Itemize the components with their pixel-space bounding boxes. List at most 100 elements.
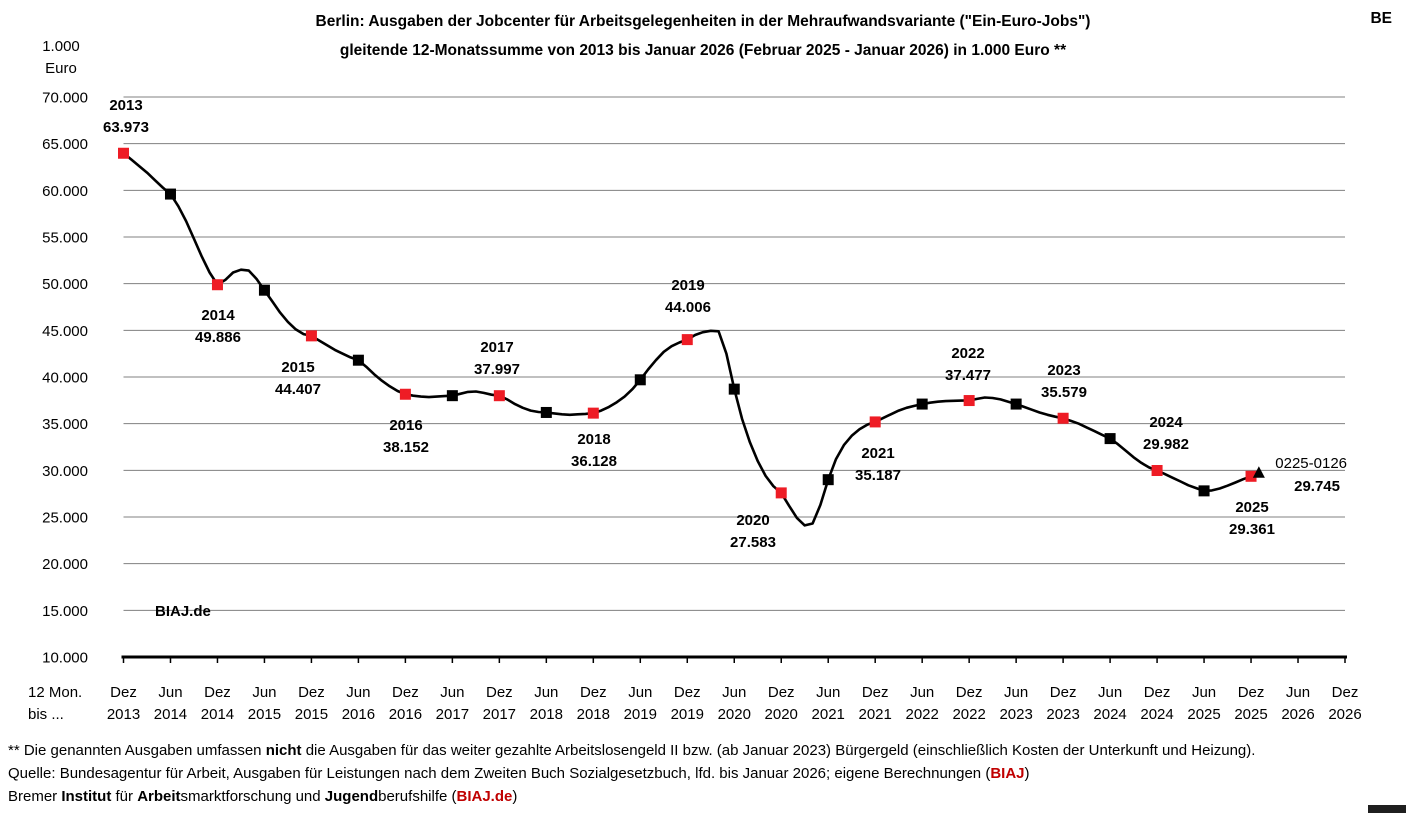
x-axis-tick-month: Dez — [1144, 684, 1171, 701]
x-axis-tick-month: Dez — [486, 684, 513, 701]
marker-december-square — [1057, 412, 1069, 424]
x-axis-tick-year: 2018 — [577, 706, 610, 723]
x-axis-tick-month: Jun — [816, 684, 840, 701]
point-label-value: 63.973 — [103, 119, 149, 136]
point-label-year: 2017 — [480, 339, 513, 356]
x-axis-tick-year: 2017 — [436, 706, 469, 723]
y-axis-tick-label: 20.000 — [42, 556, 88, 573]
chart-title-line1: Berlin: Ausgaben der Jobcenter für Arbei… — [315, 13, 1091, 30]
x-axis-caption-line2: bis ... — [28, 706, 64, 723]
marker-june-square — [916, 398, 928, 410]
x-axis-tick-month: Jun — [158, 684, 182, 701]
point-label-value: 38.152 — [383, 439, 429, 456]
x-axis-tick-year: 2021 — [812, 706, 845, 723]
x-axis-tick-year: 2016 — [389, 706, 422, 723]
x-axis-tick-month: Dez — [674, 684, 701, 701]
x-axis-tick-month: Jun — [534, 684, 558, 701]
x-axis-tick-year: 2026 — [1281, 706, 1314, 723]
footnote-segment: ) — [1024, 765, 1030, 782]
x-axis-tick-year: 2015 — [295, 706, 328, 723]
x-axis-tick-year: 2025 — [1234, 706, 1267, 723]
y-axis-tick-label: 30.000 — [42, 463, 88, 480]
marker-december-square — [211, 279, 223, 291]
footnote-segment: die Ausgaben für das weiter gezahlte Arb… — [301, 742, 1256, 759]
point-label-value: 29.745 — [1294, 478, 1340, 495]
point-label-value: 37.997 — [474, 361, 520, 378]
footnote-segment: Jugend — [324, 788, 379, 805]
footnote-segment: ) — [512, 788, 518, 805]
x-axis-tick-month: Jun — [628, 684, 652, 701]
x-axis-tick-month: Dez — [1238, 684, 1265, 701]
x-axis-tick-month: Jun — [1286, 684, 1310, 701]
point-label-year: 2024 — [1149, 414, 1183, 431]
footnote-segment: BIAJ — [990, 765, 1025, 782]
footnote-segment: BIAJ.de — [456, 788, 513, 805]
x-axis-tick-year: 2026 — [1328, 706, 1361, 723]
point-label-year: 2023 — [1047, 362, 1080, 379]
y-axis-unit-line2: Euro — [45, 60, 77, 77]
marker-december-square — [1245, 470, 1257, 482]
x-axis-tick-month: Jun — [910, 684, 934, 701]
marker-december-square — [305, 330, 317, 342]
x-axis-tick-year: 2025 — [1187, 706, 1220, 723]
x-axis-tick-month: Jun — [346, 684, 370, 701]
y-axis-tick-label: 45.000 — [42, 323, 88, 340]
marker-december-square — [118, 147, 129, 159]
x-axis-caption-line1: 12 Mon. — [28, 684, 82, 701]
marker-june-square — [1198, 485, 1210, 497]
footnote-segment: Bremer — [8, 788, 62, 805]
y-axis-tick-label: 35.000 — [42, 416, 88, 433]
point-label-value: 35.187 — [855, 467, 901, 484]
y-axis-tick-label: 10.000 — [42, 650, 88, 667]
marker-june-square — [258, 284, 270, 296]
x-axis-tick-year: 2024 — [1093, 706, 1126, 723]
x-axis-tick-month: Jun — [1192, 684, 1216, 701]
x-axis-tick-year: 2023 — [1046, 706, 1079, 723]
x-axis-tick-month: Jun — [722, 684, 746, 701]
x-axis-tick-year: 2014 — [154, 706, 187, 723]
marker-june-square — [540, 406, 552, 418]
point-label-year: 2021 — [861, 445, 894, 462]
scrollbar-fragment[interactable] — [1368, 805, 1406, 813]
marker-december-square — [775, 487, 787, 499]
marker-june-square — [634, 374, 646, 386]
x-axis-tick-year: 2019 — [624, 706, 657, 723]
marker-june-square — [164, 188, 176, 200]
y-axis-tick-label: 40.000 — [42, 370, 88, 387]
point-label-value: 35.579 — [1041, 384, 1087, 401]
footnote-segment: nicht — [265, 742, 302, 759]
footnote-line-2: Quelle: Bundesagentur für Arbeit, Ausgab… — [8, 762, 1398, 785]
point-label-value: 29.982 — [1143, 436, 1189, 453]
region-code-label: BE — [1370, 10, 1392, 27]
y-axis-unit-line1: 1.000 — [42, 38, 80, 55]
point-label-year: 2014 — [201, 307, 235, 324]
x-axis-tick-month: Jun — [440, 684, 464, 701]
x-axis-tick-month: Dez — [204, 684, 231, 701]
x-axis-tick-year: 2023 — [999, 706, 1032, 723]
x-axis-tick-month: Dez — [1050, 684, 1077, 701]
x-axis-tick-year: 2020 — [718, 706, 751, 723]
marker-december-square — [963, 395, 975, 407]
x-axis-tick-year: 2015 — [248, 706, 281, 723]
point-label-value: 36.128 — [571, 453, 617, 470]
x-axis-tick-month: Dez — [580, 684, 607, 701]
chart-title: Berlin: Ausgaben der Jobcenter für Arbei… — [0, 7, 1406, 65]
y-axis-tick-label: 60.000 — [42, 183, 88, 200]
marker-june-square — [1010, 398, 1022, 410]
point-label-year: 2015 — [281, 359, 314, 376]
y-axis-tick-label: 55.000 — [42, 230, 88, 247]
x-axis-tick-year: 2019 — [671, 706, 704, 723]
marker-december-square — [587, 407, 599, 419]
footnote-segment: Institut — [61, 788, 112, 805]
marker-december-square — [1151, 465, 1163, 477]
x-axis-tick-month: Dez — [1332, 684, 1359, 701]
y-axis-unit-label: 1.000 Euro — [34, 36, 88, 80]
point-label-value: 49.886 — [195, 329, 241, 346]
y-axis-tick-label: 65.000 — [42, 136, 88, 153]
x-axis-tick-month: Dez — [768, 684, 795, 701]
marker-last-triangle — [1252, 466, 1265, 478]
chart-title-line2: gleitende 12-Monatssumme von 2013 bis Ja… — [339, 42, 1067, 59]
point-label-year: 2020 — [736, 512, 769, 529]
x-axis-tick-year: 2024 — [1140, 706, 1173, 723]
x-axis-tick-month: Dez — [392, 684, 419, 701]
